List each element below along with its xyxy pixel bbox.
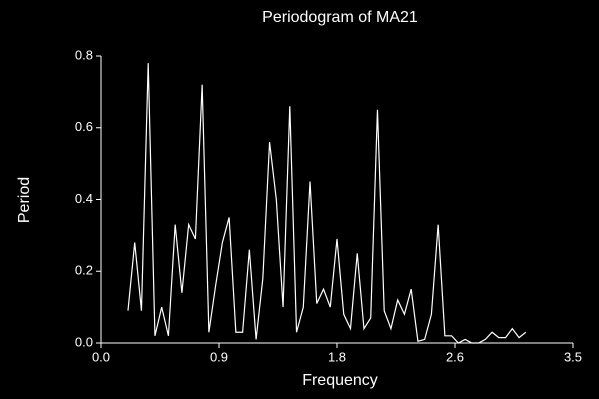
y-tick-label: 0.8 (75, 47, 93, 62)
x-tick-label: 3.5 (564, 349, 582, 364)
y-tick-label: 0.2 (75, 263, 93, 278)
y-axis-label: Period (16, 177, 33, 223)
y-tick-label: 0.4 (75, 191, 93, 206)
chart-title: Periodogram of MA21 (262, 9, 418, 26)
x-tick-label: 0.0 (92, 349, 110, 364)
line (127, 63, 527, 344)
x-tick-label: 2.6 (446, 349, 464, 364)
x-tick-label: 1.8 (328, 349, 346, 364)
x-axis-label: Frequency (302, 372, 378, 389)
y-tick-label: 0.6 (75, 119, 93, 134)
y-tick-label: 0.0 (75, 334, 93, 349)
x-tick-label: 0.9 (210, 349, 228, 364)
